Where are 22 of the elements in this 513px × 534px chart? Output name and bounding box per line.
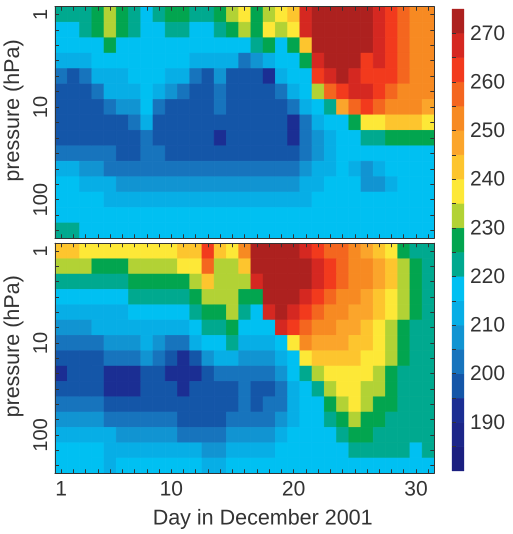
x-axis-title: Day in December 2001	[152, 505, 373, 530]
y-tick-label: 1	[30, 8, 52, 20]
x-tick-label: 1	[55, 477, 67, 500]
y-tick-label: 100	[30, 183, 52, 216]
y-tick-label: 10	[30, 332, 52, 354]
y-tick-label: 10	[30, 96, 52, 118]
y-tick-label: 100	[30, 418, 52, 452]
color-bar-label: 250	[470, 119, 506, 142]
color-bar-label: 190	[470, 410, 506, 434]
y-tick-label: 1	[30, 245, 52, 257]
color-bar-label: 240	[470, 168, 506, 191]
x-tick-label: 10	[160, 477, 183, 500]
color-bar-label: 260	[470, 70, 506, 94]
y-axis-title: pressure (hPa)	[0, 39, 24, 182]
color-bar-label: 220	[470, 264, 506, 288]
x-tick-label: 30	[404, 477, 428, 500]
color-bar-label: 230	[470, 216, 506, 240]
x-tick-label: 20	[282, 477, 306, 500]
color-bar-label: 210	[470, 314, 506, 337]
y-axis-title: pressure (hPa)	[0, 275, 24, 418]
color-bar-label: 200	[470, 362, 506, 386]
color-bar-label: 270	[470, 22, 506, 45]
